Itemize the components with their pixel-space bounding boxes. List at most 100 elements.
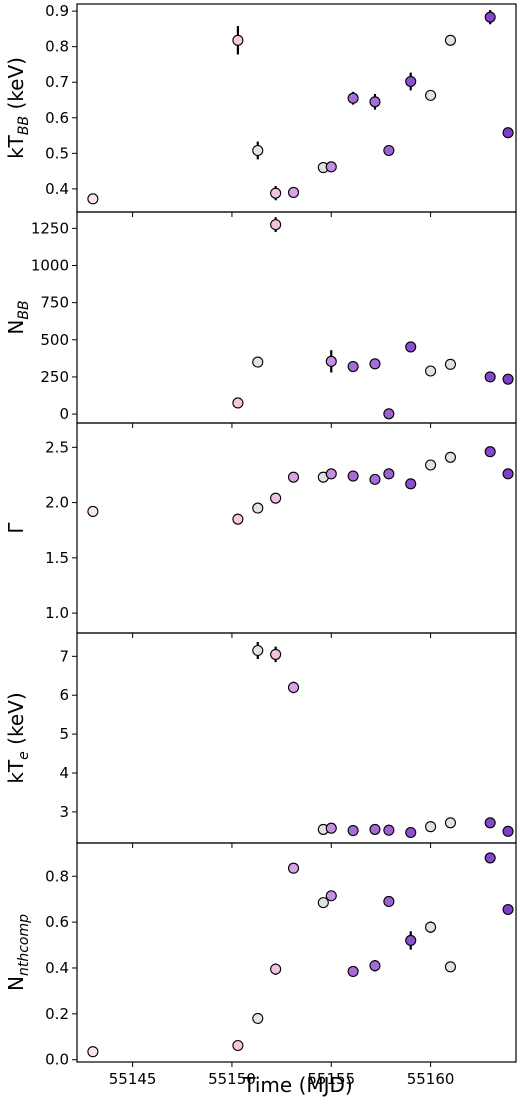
data-point: [444, 358, 456, 370]
data-point: [369, 96, 381, 108]
data-point: [347, 92, 359, 104]
data-point: [502, 825, 514, 837]
data-point: [502, 903, 514, 916]
data-point: [405, 826, 417, 839]
data-point: [87, 193, 99, 205]
x-axis-title: Time (MJD): [242, 1073, 352, 1097]
x-tick-label: 55160: [407, 1070, 455, 1088]
y-tick-label: 3: [59, 803, 69, 821]
data-point: [347, 825, 359, 837]
data-point: [232, 397, 244, 409]
panel-kt-bb: 0.4 0.5 0.6 0.7 0.8 0.9 kTBB (keV): [4, 2, 517, 217]
data-point: [252, 356, 264, 368]
data-point: [405, 478, 417, 490]
y-tick-label: 0.8: [45, 38, 69, 56]
data-point: [444, 817, 456, 829]
data-point: [325, 355, 337, 367]
panel-kt-e: 3 4 5 6 7 kTe (keV): [4, 632, 517, 848]
panel-gamma: 1.0 1.5 2.0 2.5 Γ: [4, 422, 517, 638]
data-point: [425, 921, 437, 933]
data-point: [232, 513, 244, 525]
y-tick-label: 0.5: [45, 144, 69, 162]
y-tick-label: 0: [59, 405, 69, 423]
data-point: [325, 822, 337, 834]
data-point: [287, 186, 300, 198]
data-point: [252, 644, 264, 657]
data-point: [369, 960, 381, 972]
data-point: [444, 961, 456, 973]
data-point: [347, 965, 359, 977]
data-point: [270, 492, 282, 504]
data-point: [383, 468, 395, 480]
y-tick-label: 0.6: [45, 109, 69, 127]
y-tick-label: 750: [40, 294, 69, 312]
data-point: [347, 360, 359, 373]
data-point: [425, 89, 437, 101]
y-axis-label: kTBB (keV): [4, 57, 32, 159]
y-axis-label: Γ: [4, 522, 28, 534]
data-point: [484, 11, 496, 23]
y-tick-label: 1250: [31, 219, 69, 237]
y-tick-label: 500: [40, 331, 69, 349]
y-axis-label-main: kT: [4, 134, 28, 159]
y-axis-label-subscript: BB: [16, 300, 32, 319]
data-point: [347, 470, 359, 482]
data-point: [425, 459, 437, 471]
data-point: [317, 897, 329, 909]
data-point: [252, 502, 264, 514]
data-point: [252, 1012, 264, 1024]
data-point: [369, 358, 381, 370]
data-point: [502, 127, 514, 139]
y-axis-label: kTe (keV): [4, 692, 32, 783]
data-point: [270, 963, 282, 975]
data-point: [383, 408, 395, 420]
y-tick-label: 7: [59, 647, 69, 665]
y-tick-label: 0.0: [45, 1051, 69, 1069]
plot-frame: [76, 632, 517, 844]
y-tick-label: 1000: [31, 256, 69, 274]
data-point: [369, 823, 381, 835]
data-point: [325, 890, 337, 902]
x-tick-label: 55145: [109, 1070, 157, 1088]
y-axis-label-unit: (keV): [4, 692, 28, 751]
y-axis-label: Nnthcomp: [4, 914, 32, 991]
y-axis-label-main: Γ: [4, 522, 28, 534]
y-tick-label: 6: [59, 686, 69, 704]
y-tick-label: 0.4: [45, 180, 69, 198]
plot-frame: [76, 211, 517, 424]
data-point: [383, 824, 395, 836]
data-point: [232, 34, 244, 46]
y-axis-label-subscript: e: [16, 751, 32, 760]
data-point: [425, 821, 437, 833]
data-point: [484, 817, 496, 829]
data-point: [87, 505, 99, 517]
panel-n-bb: 0 250 500 750 1000 1250 NBB: [4, 211, 517, 428]
y-axis-label: NBB: [4, 300, 32, 334]
data-point: [484, 446, 496, 458]
y-tick-label: 0.6: [45, 913, 69, 931]
y-axis-label-subscript: nthcomp: [16, 914, 32, 976]
data-point: [444, 34, 456, 46]
data-point: [287, 862, 300, 874]
data-point: [405, 341, 417, 353]
y-tick-label: 0.9: [45, 2, 69, 20]
data-point: [383, 895, 395, 908]
data-point: [87, 1046, 99, 1058]
y-tick-label: 0.7: [45, 73, 69, 91]
data-point: [484, 371, 496, 383]
data-point: [270, 648, 282, 660]
data-point: [232, 1039, 244, 1052]
data-point: [325, 161, 337, 173]
data-point: [287, 681, 300, 693]
x-tick-label: 55155: [307, 1070, 355, 1088]
data-point: [270, 187, 282, 199]
y-tick-label: 2.0: [45, 494, 69, 512]
data-point: [325, 468, 337, 480]
y-tick-label: 250: [40, 368, 69, 386]
data-point: [369, 473, 381, 485]
y-tick-label: 1.5: [45, 549, 69, 567]
y-axis-label-main: kT: [4, 759, 28, 784]
